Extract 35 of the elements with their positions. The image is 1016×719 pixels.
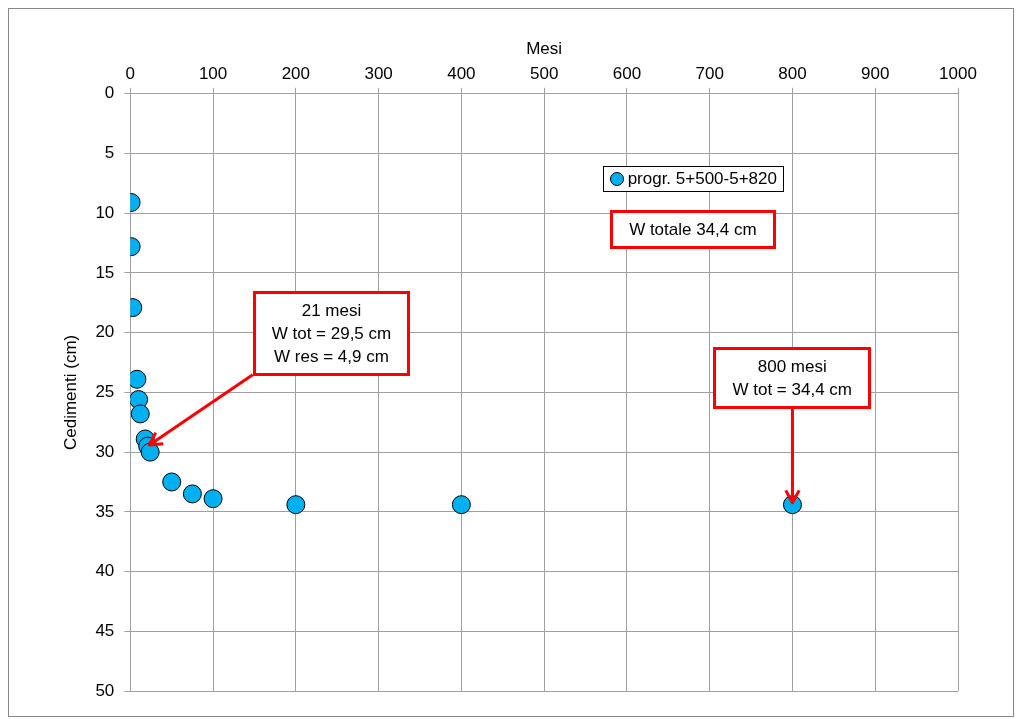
y-tick-label: 15 [95,262,115,282]
annotation: 800 mesi W tot = 34,4 cm [713,346,871,409]
y-tick-label: 50 [95,680,115,700]
x-tick-label: 0 [125,64,136,84]
y-tick-label: 0 [104,83,115,103]
annotation: 21 mesi W tot = 29,5 cm W res = 4,9 cm [252,291,411,377]
point [162,472,182,492]
x-tick-label: 700 [695,64,724,84]
legend-label: progr. 5+500-5+820 [627,168,777,189]
y-axis-title: Cedimenti (cm) [60,334,80,451]
x-tick-label: 300 [364,64,393,84]
point [140,442,160,462]
point [451,495,471,515]
x-tick-label: 900 [861,64,890,84]
y-tick-label: 5 [104,143,115,163]
y-tick-label: 10 [95,202,115,222]
point [182,484,202,504]
y-tick-label: 35 [95,501,115,521]
x-tick-label: 1000 [939,64,977,84]
x-tick-label: 800 [778,64,807,84]
x-tick-label: 500 [529,64,559,84]
x-tick-label: 600 [612,64,642,84]
y-tick-label: 25 [95,382,115,402]
point [130,404,150,424]
point [286,495,306,515]
y-tick-label: 40 [95,561,115,581]
y-tick-label: 20 [95,322,115,342]
y-tick-label: 45 [95,620,115,640]
x-axis-title: Mesi [526,38,563,58]
x-tick-label: 200 [281,64,311,84]
x-tick-label: 400 [447,64,476,84]
x-tick-label: 100 [198,64,228,84]
point [203,489,223,509]
y-tick-label: 30 [95,441,115,461]
annotation: W totale 34,4 cm [610,209,776,249]
